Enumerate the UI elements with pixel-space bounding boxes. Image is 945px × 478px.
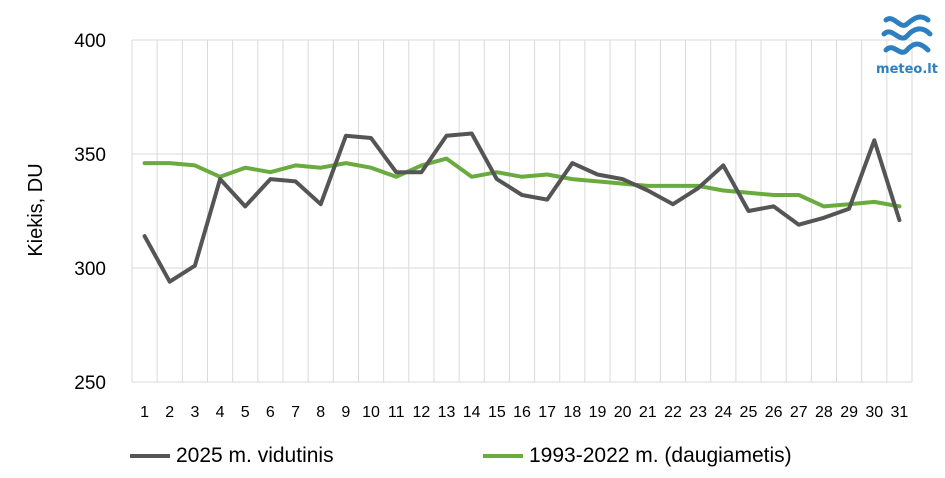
- legend-label-series-2: 1993-2022 m. (daugiametis): [529, 444, 792, 467]
- legend-swatch-series-1: [130, 454, 170, 458]
- x-tick-label: 15: [488, 404, 506, 421]
- x-tick-label: 27: [790, 404, 808, 421]
- x-axis-ticks: 1 2 3 4 5 6 7 8 9 10 11 12 13 14 15 16 17 18 19 20 21 22 23 24 2…: [140, 404, 908, 421]
- x-tick-label: 28: [815, 404, 833, 421]
- x-tick-label: 25: [740, 404, 758, 421]
- legend-label-series-1: 2025 m. vidutinis: [176, 444, 334, 467]
- meteo-logo: meteo.lt: [872, 12, 942, 92]
- x-tick-label: 18: [563, 404, 581, 421]
- x-tick-label: 17: [538, 404, 556, 421]
- y-tick-label: 400: [74, 31, 106, 52]
- x-tick-label: 21: [639, 404, 657, 421]
- x-tick-label: 10: [362, 404, 380, 421]
- legend: 2025 m. vidutinis 1993-2022 m. (daugiame…: [0, 438, 945, 474]
- logo-text: meteo.lt: [876, 62, 938, 77]
- legend-item-series-2: 1993-2022 m. (daugiametis): [483, 438, 792, 474]
- x-tick-label: 24: [714, 404, 732, 421]
- meteo-wave-icon: [881, 14, 933, 55]
- x-tick-label: 31: [891, 404, 909, 421]
- x-tick-label: 20: [614, 404, 632, 421]
- x-tick-label: 11: [388, 404, 405, 421]
- x-tick-label: 12: [412, 404, 430, 421]
- x-tick-label: 7: [291, 404, 300, 421]
- x-tick-label: 5: [241, 404, 250, 421]
- y-tick-label: 350: [74, 145, 106, 166]
- x-tick-label: 1: [140, 404, 149, 421]
- x-tick-label: 9: [341, 404, 350, 421]
- x-tick-label: 26: [765, 404, 783, 421]
- y-tick-label: 300: [74, 259, 106, 280]
- x-tick-label: 4: [216, 404, 225, 421]
- x-tick-label: 3: [190, 404, 199, 421]
- series-lines: [142, 131, 902, 284]
- x-tick-label: 30: [865, 404, 883, 421]
- x-tick-label: 23: [689, 404, 707, 421]
- x-tick-label: 8: [316, 404, 325, 421]
- y-axis-ticks: 250 300 350 400: [74, 31, 106, 394]
- series-line-2: [142, 156, 902, 209]
- y-tick-label: 250: [74, 373, 106, 394]
- x-tick-label: 16: [513, 404, 531, 421]
- x-tick-label: 14: [463, 404, 481, 421]
- x-tick-label: 2: [165, 404, 174, 421]
- x-tick-label: 13: [438, 404, 456, 421]
- y-axis-label: Kiekis, DU: [25, 163, 47, 256]
- x-tick-label: 19: [589, 404, 607, 421]
- legend-item-series-1: 2025 m. vidutinis: [130, 438, 334, 474]
- x-tick-label: 6: [266, 404, 275, 421]
- grid-lines: [131, 39, 913, 383]
- legend-swatch-series-2: [483, 454, 523, 458]
- x-tick-label: 22: [664, 404, 682, 421]
- series-line-1: [142, 131, 902, 284]
- x-tick-label: 29: [840, 404, 858, 421]
